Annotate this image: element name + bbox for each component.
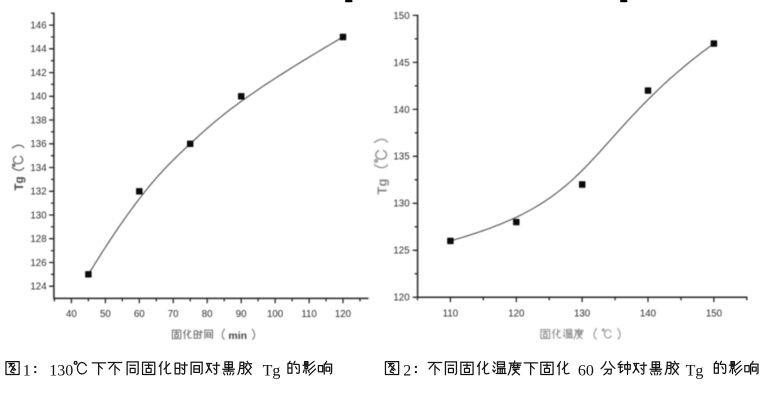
svg-text:124: 124 [30, 282, 47, 293]
svg-text:120: 120 [393, 293, 410, 304]
svg-text:136: 136 [30, 139, 46, 150]
svg-text:60: 60 [578, 362, 594, 379]
svg-text:130: 130 [30, 210, 47, 221]
svg-text:70: 70 [168, 309, 179, 320]
svg-text:150: 150 [706, 308, 723, 319]
svg-text:130: 130 [574, 308, 591, 319]
svg-text:140: 140 [30, 92, 47, 103]
svg-text:50: 50 [100, 309, 111, 320]
svg-text:130: 130 [49, 362, 73, 379]
svg-text:135: 135 [393, 152, 409, 163]
svg-text:134: 134 [30, 163, 47, 174]
svg-text:110: 110 [443, 308, 459, 319]
svg-text:125: 125 [393, 246, 409, 257]
svg-text:144: 144 [30, 44, 47, 55]
svg-text:60: 60 [134, 309, 145, 320]
svg-text:150: 150 [393, 11, 410, 22]
svg-text:80: 80 [202, 309, 213, 320]
svg-text:Tg: Tg [686, 362, 704, 379]
svg-text:90: 90 [236, 309, 247, 320]
svg-text:128: 128 [30, 234, 46, 245]
svg-text:120: 120 [508, 308, 525, 319]
svg-text:120: 120 [335, 309, 352, 320]
svg-text:145: 145 [393, 58, 409, 69]
svg-text:Tg: Tg [375, 179, 390, 195]
svg-text:146: 146 [30, 21, 46, 32]
svg-text:132: 132 [30, 187, 46, 198]
svg-text:138: 138 [30, 115, 46, 126]
svg-text:130: 130 [393, 199, 410, 210]
svg-text:1: 1 [23, 362, 31, 379]
svg-text:142: 142 [30, 68, 46, 79]
svg-text:2: 2 [403, 362, 411, 379]
svg-text:Tg: Tg [14, 176, 26, 190]
svg-text:min: min [228, 330, 247, 342]
svg-text:140: 140 [393, 105, 410, 116]
svg-text:40: 40 [66, 309, 77, 320]
svg-text:110: 110 [301, 309, 317, 320]
svg-text:100: 100 [267, 309, 284, 320]
svg-text:140: 140 [640, 308, 657, 319]
svg-text:126: 126 [30, 258, 46, 269]
svg-text:Tg: Tg [263, 362, 281, 379]
